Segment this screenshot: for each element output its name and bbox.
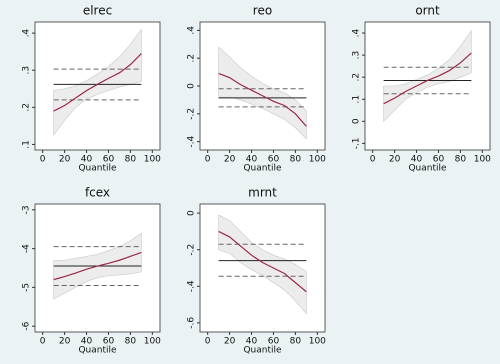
y-tick-label: 0 — [187, 83, 197, 89]
confidence-band — [53, 28, 142, 137]
y-tick-label: -3 — [22, 205, 32, 214]
y-tick-label: .1 — [22, 140, 32, 149]
x-tick-label: 40 — [411, 155, 423, 165]
x-tick-label: 100 — [309, 337, 326, 347]
y-tick-label: -.4 — [187, 135, 197, 147]
x-tick-label: 40 — [246, 337, 258, 347]
panel-title: mrnt — [248, 186, 277, 200]
plot-frame — [364, 21, 491, 151]
y-tick-label: .4 — [352, 28, 362, 37]
confidence-band — [218, 46, 307, 140]
x-axis-label: Quantile — [78, 164, 117, 174]
quantile-line — [53, 251, 142, 281]
x-tick-label: 80 — [125, 155, 137, 165]
panel: mrnt 0 20 40 60 80 100 Quantile -.6 -.4 -.2 0 — [187, 186, 327, 356]
x-tick-label: 80 — [125, 337, 137, 347]
x-tick-label: 0 — [40, 337, 46, 347]
plot-frame — [34, 203, 161, 333]
x-tick-label: 100 — [309, 155, 326, 165]
x-tick-label: 0 — [370, 155, 376, 165]
y-tick-label: -.1 — [352, 137, 362, 149]
panel: reo 0 20 40 60 80 100 Quantile -.4 -.2 0 .2 .4 — [187, 4, 327, 174]
y-tick-label: .3 — [21, 66, 31, 75]
x-tick-label: 80 — [290, 155, 302, 165]
x-tick-label: 60 — [268, 337, 280, 347]
y-tick-label: .3 — [352, 51, 362, 60]
y-tick-label: -4 — [22, 244, 32, 253]
plot-frame — [199, 203, 326, 333]
y-tick-label: .4 — [22, 29, 32, 38]
panel-title: ornt — [415, 4, 440, 18]
y-tick-label: 0 — [352, 118, 362, 124]
confidence-band — [383, 29, 472, 123]
x-tick-label: 60 — [433, 155, 445, 165]
panel-title: fcex — [85, 186, 110, 200]
y-tick-label: 0 — [187, 210, 197, 216]
x-tick-label: 20 — [224, 155, 236, 165]
x-tick-label: 60 — [103, 155, 115, 165]
y-tick-label: -6 — [22, 321, 32, 330]
y-tick-label: .1 — [352, 95, 362, 104]
quantile-line — [383, 52, 472, 105]
x-tick-label: 60 — [103, 337, 115, 347]
x-axis-label: Quantile — [243, 346, 282, 356]
quantile-line — [218, 72, 307, 127]
panel: elrec 0 20 40 60 80 100 Quantile .1 .2 .3 .4 — [21, 4, 161, 174]
y-tick-label: .2 — [22, 103, 32, 112]
x-tick-label: 20 — [59, 337, 71, 347]
x-axis-label: Quantile — [408, 164, 447, 174]
y-tick-label: -.6 — [187, 317, 197, 329]
x-tick-label: 0 — [205, 155, 211, 165]
x-tick-label: 80 — [455, 155, 467, 165]
x-tick-label: 60 — [268, 155, 280, 165]
x-tick-label: 40 — [81, 155, 93, 165]
plot-frame — [34, 21, 161, 151]
x-tick-label: 20 — [224, 337, 236, 347]
y-tick-label: .2 — [352, 73, 362, 82]
y-tick-label: -.2 — [187, 108, 197, 120]
x-tick-label: 100 — [474, 155, 491, 165]
panel-title: elrec — [83, 4, 112, 18]
x-tick-label: 0 — [40, 155, 46, 165]
y-tick-label: .2 — [187, 54, 197, 63]
panel: fcex 0 20 40 60 80 100 Quantile -6 -5 -4 -3 — [22, 186, 162, 356]
panel: ornt 0 20 40 60 80 100 Quantile -.1 0 .1 .2 .3 .4 — [352, 4, 492, 174]
y-tick-label: -.2 — [187, 244, 197, 256]
x-axis-label: Quantile — [243, 164, 282, 174]
y-tick-label: -5 — [22, 283, 32, 292]
quantile-line — [218, 230, 307, 293]
y-tick-label: -.4 — [187, 280, 197, 292]
x-tick-label: 40 — [246, 155, 258, 165]
x-axis-label: Quantile — [78, 346, 117, 356]
y-tick-label: .4 — [187, 26, 197, 35]
x-tick-label: 100 — [144, 155, 161, 165]
x-tick-label: 40 — [81, 337, 93, 347]
x-tick-label: 20 — [389, 155, 401, 165]
x-tick-label: 20 — [59, 155, 71, 165]
confidence-band — [218, 214, 307, 315]
x-tick-label: 100 — [144, 337, 161, 347]
x-tick-label: 80 — [290, 337, 302, 347]
panel-title: reo — [253, 4, 272, 18]
quantile-line — [53, 53, 142, 112]
x-tick-label: 0 — [205, 337, 211, 347]
